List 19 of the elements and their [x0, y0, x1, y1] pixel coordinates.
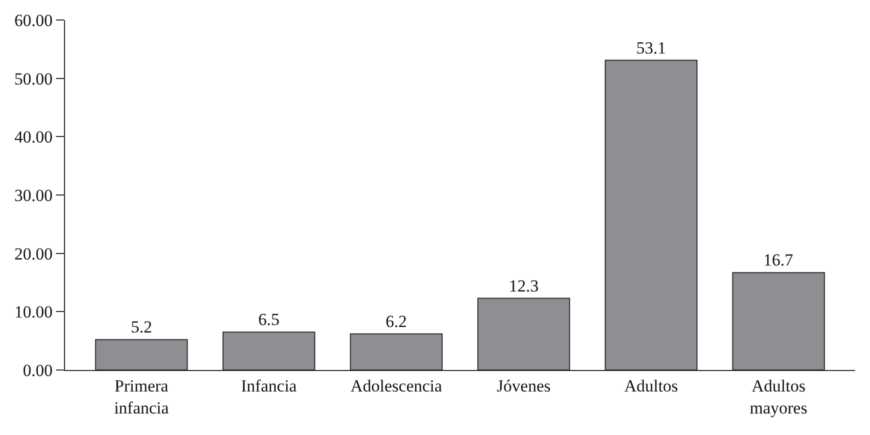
y-tick-label: 40.00: [14, 128, 53, 147]
x-tick-label: Jóvenes: [496, 376, 551, 396]
y-tick-label: 50.00: [14, 69, 53, 88]
x-tick-label: Adolescencia: [350, 376, 443, 396]
x-tick-label: Primera infancia: [114, 376, 170, 418]
data-label: 16.7: [763, 250, 794, 270]
y-tick-label: 20.00: [14, 244, 53, 264]
data-label: 5.2: [130, 318, 152, 337]
x-tick-label: Adultos: [624, 376, 678, 396]
x-tick-label: Infancia: [241, 376, 298, 396]
data-label: 12.3: [508, 276, 539, 296]
y-tick-label: 0.00: [22, 360, 53, 380]
y-tick-label: 30.00: [14, 186, 53, 205]
y-tick-label: 10.00: [14, 302, 53, 322]
data-label: 6.2: [386, 312, 407, 331]
data-label: 6.5: [258, 310, 280, 330]
x-tick-label: Adultos mayores: [750, 376, 808, 418]
y-tick-label: 60.00: [14, 10, 53, 30]
data-label: 53.1: [636, 38, 666, 58]
